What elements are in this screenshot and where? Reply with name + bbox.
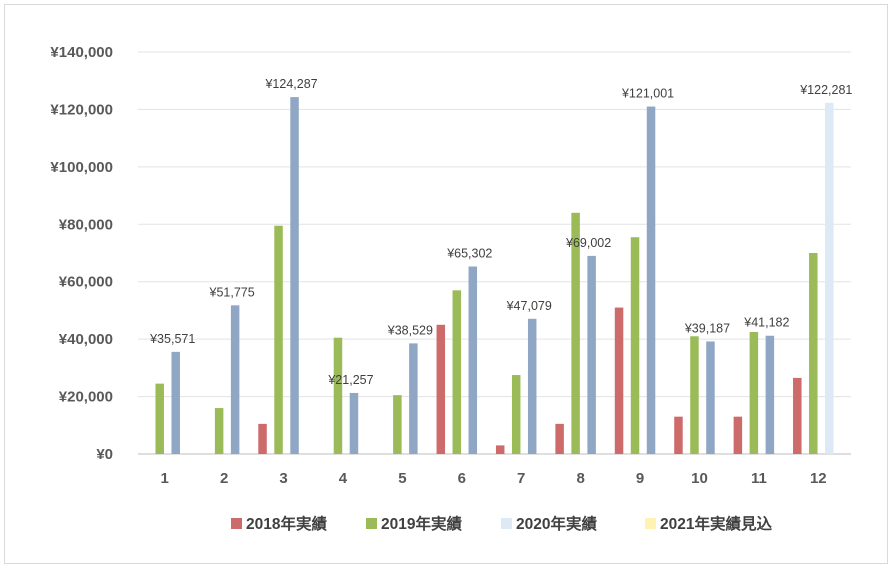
y-tick-label: ¥100,000 bbox=[50, 159, 113, 176]
x-tick-label: 4 bbox=[339, 470, 348, 487]
y-tick-label: ¥120,000 bbox=[50, 101, 113, 118]
y-tick-label: ¥20,000 bbox=[59, 389, 113, 406]
bar bbox=[511, 375, 521, 454]
y-tick-label: ¥80,000 bbox=[59, 216, 113, 233]
bar bbox=[555, 423, 564, 454]
gridlines bbox=[138, 51, 851, 455]
data-label: ¥124,287 bbox=[264, 77, 317, 91]
x-tick-label: 1 bbox=[161, 470, 169, 487]
x-tick-label: 10 bbox=[691, 470, 708, 487]
bar bbox=[809, 253, 818, 454]
x-tick-label: 8 bbox=[576, 470, 584, 487]
legend-label: 2018年実績 bbox=[246, 514, 327, 533]
x-tick-label: 11 bbox=[751, 470, 767, 487]
data-label: ¥121,001 bbox=[621, 87, 674, 101]
data-label: ¥41,182 bbox=[743, 316, 789, 330]
bar bbox=[409, 343, 418, 454]
bar bbox=[630, 237, 640, 454]
x-tick-label: 2 bbox=[220, 470, 228, 487]
legend-label: 2021年実績見込 bbox=[660, 514, 772, 533]
bar bbox=[646, 106, 656, 455]
bar bbox=[587, 255, 596, 454]
data-label: ¥47,079 bbox=[506, 299, 552, 313]
bar bbox=[349, 392, 359, 454]
bar bbox=[706, 341, 715, 454]
bar-chart: ¥0 ¥20,000 ¥40,000 ¥60,000 ¥80,000 ¥100,000 ¥1… bbox=[50, 44, 852, 533]
legend: 2018年実績 2019年実績 2020年実績 2021年実績見込 bbox=[231, 514, 772, 533]
y-tick-label: ¥40,000 bbox=[59, 331, 113, 348]
x-axis-ticks: 1 2 3 4 5 6 7 8 9 10 11 12 bbox=[161, 470, 827, 487]
legend-label: 2020年実績 bbox=[516, 514, 597, 533]
bar bbox=[571, 212, 580, 454]
y-tick-label: ¥60,000 bbox=[59, 274, 113, 291]
bar bbox=[733, 416, 743, 454]
bar bbox=[258, 423, 267, 454]
bar bbox=[436, 324, 446, 454]
bar bbox=[765, 335, 775, 454]
legend-label: 2019年実績 bbox=[381, 514, 462, 533]
data-label: ¥39,187 bbox=[684, 321, 730, 335]
bar bbox=[690, 336, 699, 454]
data-label: ¥35,571 bbox=[149, 332, 195, 346]
data-label: ¥51,775 bbox=[209, 285, 255, 299]
bar bbox=[468, 266, 478, 454]
legend-swatch bbox=[645, 518, 656, 529]
x-tick-label: 9 bbox=[636, 470, 644, 487]
bar bbox=[171, 351, 180, 454]
bar bbox=[155, 383, 164, 454]
chart-frame: ¥0 ¥20,000 ¥40,000 ¥60,000 ¥80,000 ¥100,000 ¥1… bbox=[4, 4, 888, 564]
bar bbox=[230, 305, 240, 454]
bar bbox=[674, 416, 683, 454]
data-label: ¥65,302 bbox=[446, 246, 492, 260]
y-tick-label: ¥140,000 bbox=[50, 44, 113, 61]
legend-swatch bbox=[501, 518, 512, 529]
legend-swatch bbox=[231, 518, 242, 529]
bar bbox=[825, 102, 834, 454]
data-label: ¥122,281 bbox=[799, 83, 852, 97]
bar bbox=[393, 395, 402, 454]
bar bbox=[614, 307, 624, 454]
bar bbox=[793, 377, 802, 454]
x-tick-label: 6 bbox=[458, 470, 466, 487]
bar bbox=[290, 97, 299, 454]
bar bbox=[749, 331, 759, 454]
data-label: ¥21,257 bbox=[327, 373, 373, 387]
bar bbox=[452, 290, 462, 454]
x-tick-label: 5 bbox=[398, 470, 406, 487]
y-tick-label: ¥0 bbox=[96, 446, 113, 463]
bar bbox=[333, 337, 343, 454]
legend-swatch bbox=[366, 518, 377, 529]
bar bbox=[274, 225, 283, 454]
data-label: ¥38,529 bbox=[387, 323, 433, 337]
bar bbox=[214, 408, 224, 454]
y-axis-ticks: ¥0 ¥20,000 ¥40,000 ¥60,000 ¥80,000 ¥100,000 ¥1… bbox=[50, 44, 113, 463]
bar bbox=[527, 318, 537, 454]
bar-series bbox=[155, 97, 834, 455]
data-label: ¥69,002 bbox=[565, 236, 611, 250]
data-labels: ¥35,571 ¥51,775 ¥124,287 ¥21,257 ¥38,529 ¥65,… bbox=[149, 77, 852, 387]
x-tick-label: 12 bbox=[810, 470, 827, 487]
bar bbox=[495, 445, 505, 454]
x-tick-label: 3 bbox=[279, 470, 287, 487]
x-tick-label: 7 bbox=[517, 470, 525, 487]
